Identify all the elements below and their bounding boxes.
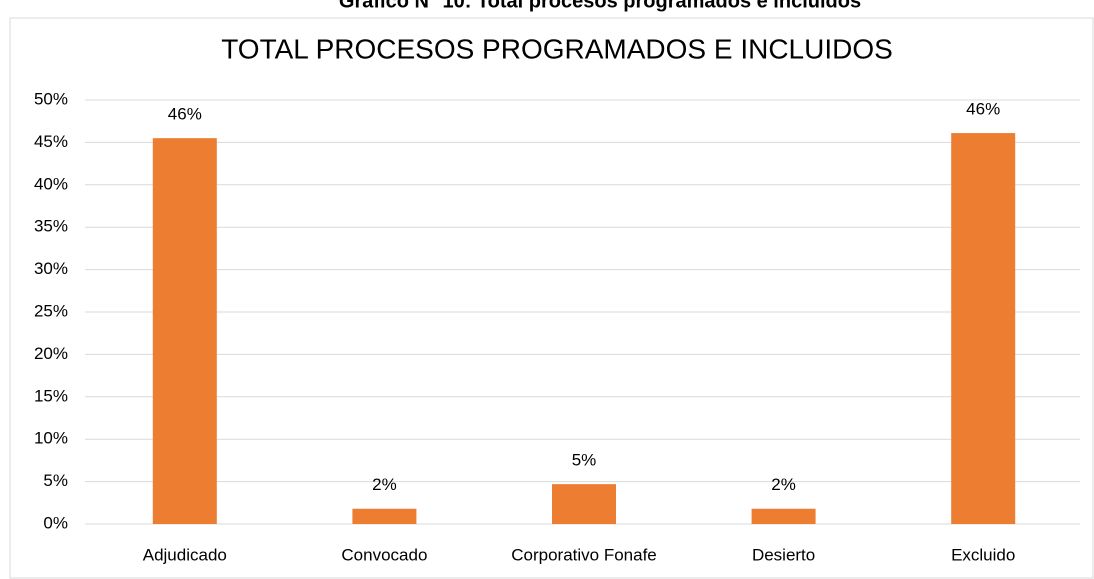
y-tick-label: 5%: [43, 471, 68, 490]
data-label: 46%: [966, 100, 1000, 119]
chart-title: TOTAL PROCESOS PROGRAMADOS E INCLUIDOS: [221, 33, 893, 64]
data-label: 5%: [572, 451, 597, 470]
data-label: 2%: [771, 475, 796, 494]
y-tick-label: 0%: [43, 513, 68, 532]
y-tick-label: 25%: [34, 301, 68, 320]
y-tick-label: 45%: [34, 132, 68, 151]
bar: [352, 508, 417, 524]
y-tick-label: 40%: [34, 174, 68, 193]
data-label: 2%: [372, 475, 397, 494]
data-label: 46%: [168, 105, 202, 124]
bar: [552, 484, 616, 524]
y-tick-label: 20%: [34, 344, 68, 363]
x-tick-label: Convocado: [341, 545, 427, 564]
x-tick-label: Adjudicado: [143, 545, 227, 564]
bar: [152, 138, 217, 524]
y-tick-label: 50%: [34, 89, 68, 108]
figure-heading: Gráfico N° 10: Total procesos programado…: [339, 0, 861, 12]
y-tick-label: 10%: [34, 429, 68, 448]
x-tick-label: Corporativo Fonafe: [511, 545, 657, 564]
x-tick-label: Desierto: [752, 545, 815, 564]
bar: [951, 133, 1016, 524]
bar: [751, 508, 816, 524]
y-tick-label: 35%: [34, 217, 68, 236]
y-tick-label: 30%: [34, 259, 68, 278]
y-tick-label: 15%: [34, 386, 68, 405]
x-tick-label: Excluido: [951, 545, 1015, 564]
